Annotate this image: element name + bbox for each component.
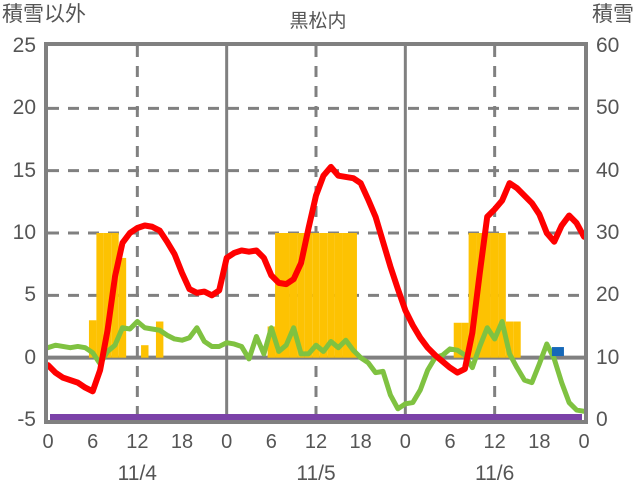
- y-axis-right-tick: 30: [596, 221, 620, 244]
- x-axis-tick: 6: [265, 431, 277, 453]
- x-axis-tick: 0: [578, 431, 590, 453]
- y-axis-left-tick: -5: [17, 408, 36, 431]
- x-axis-tick: 0: [42, 431, 54, 453]
- x-axis-tick: 12: [126, 431, 149, 453]
- y-axis-left-tick: 10: [12, 221, 36, 244]
- x-axis-day-label: 11/4: [117, 462, 157, 485]
- x-axis-tick: 0: [399, 431, 411, 453]
- y-axis-left-tick: 0: [24, 345, 36, 369]
- y-axis-right-tick: 10: [596, 345, 620, 369]
- chart-title: 黒松内: [289, 11, 347, 32]
- x-axis-tick: 12: [304, 431, 328, 453]
- x-axis-tick: 18: [349, 431, 372, 453]
- y-axis-right-tick: 60: [596, 34, 620, 57]
- plot-area: [44, 42, 588, 424]
- x-axis-tick: 6: [87, 431, 99, 453]
- chart-canvas: [48, 46, 584, 420]
- left-axis-caption: 積雪以外: [2, 3, 86, 26]
- y-axis-right-tick: 40: [596, 158, 620, 182]
- right-axis-caption: 積雪: [592, 3, 634, 26]
- y-axis-right-tick: 50: [596, 96, 620, 120]
- x-axis-tick: 12: [483, 431, 506, 453]
- x-axis-day-label: 11/6: [474, 462, 515, 485]
- x-axis-tick: 6: [444, 431, 456, 453]
- y-axis-left-tick: 20: [12, 96, 36, 120]
- y-axis-left-tick: 15: [12, 158, 36, 182]
- x-axis-tick: 18: [170, 431, 194, 453]
- x-axis-day-label: 11/5: [296, 462, 336, 485]
- y-axis-left-tick: 25: [12, 34, 36, 57]
- plot-inner: [48, 46, 584, 420]
- y-axis-right-tick: 20: [596, 283, 620, 307]
- y-axis-right-tick: 0: [596, 408, 608, 431]
- y-axis-left-tick: 5: [24, 283, 36, 307]
- x-axis-tick: 0: [221, 431, 233, 453]
- x-axis-tick: 18: [528, 431, 551, 453]
